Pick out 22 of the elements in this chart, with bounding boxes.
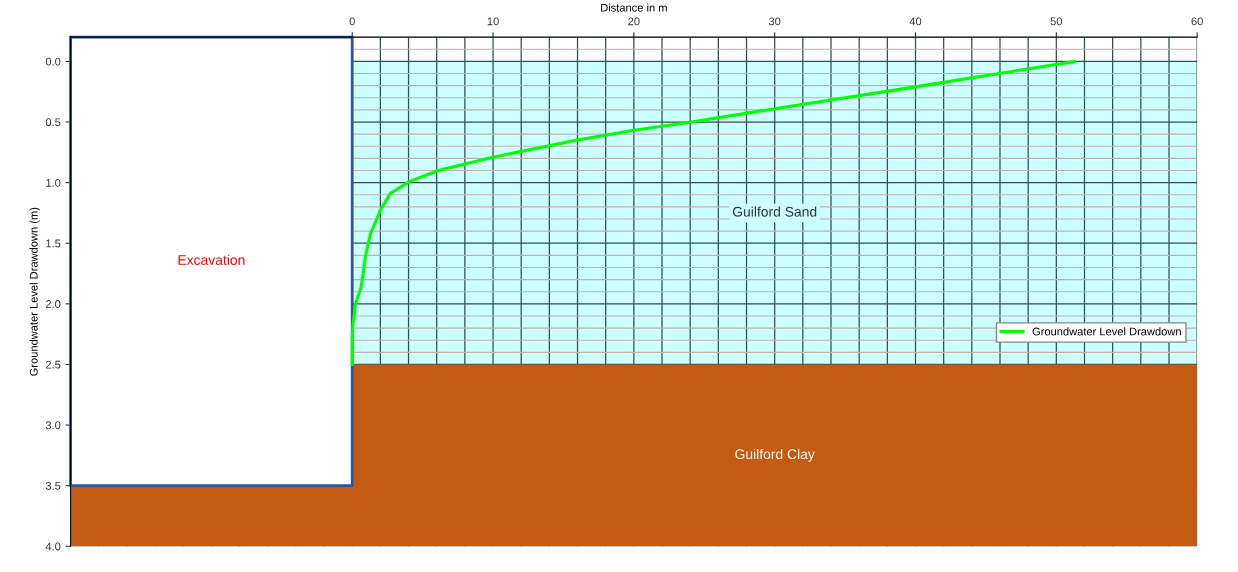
x-tick-label: 60	[1191, 17, 1203, 26]
x-tick-label: 50	[1050, 17, 1063, 26]
y-axis-title: Groundwater Level Drawdown (m)	[29, 207, 40, 376]
x-axis-title: Distance in m	[601, 3, 667, 12]
band-label: Guilford Sand	[732, 206, 817, 217]
y-tick-label: 0.5	[45, 118, 61, 127]
y-tick-label: 4.0	[45, 542, 61, 551]
y-tick-label: 0.0	[45, 57, 61, 66]
y-tick-label: 1.5	[46, 239, 61, 248]
annotation: Excavation	[178, 254, 245, 265]
y-tick-label: 3.0	[45, 421, 61, 430]
y-tick-label: 3.5	[45, 481, 61, 490]
x-tick-label: 10	[487, 17, 499, 26]
y-tick-label: 2.0	[45, 300, 61, 308]
x-tick-label: 0	[349, 17, 355, 26]
x-tick-label: 40	[909, 17, 922, 26]
band-label: Guilford Clay	[735, 448, 815, 462]
y-tick-label: 1.0	[46, 178, 61, 187]
x-tick-label: 20	[628, 17, 640, 26]
y-tick-label: 2.5	[45, 360, 61, 369]
x-tick-label: 30	[768, 17, 781, 26]
legend-label: Groundwater Level Drawdown	[1032, 327, 1181, 336]
